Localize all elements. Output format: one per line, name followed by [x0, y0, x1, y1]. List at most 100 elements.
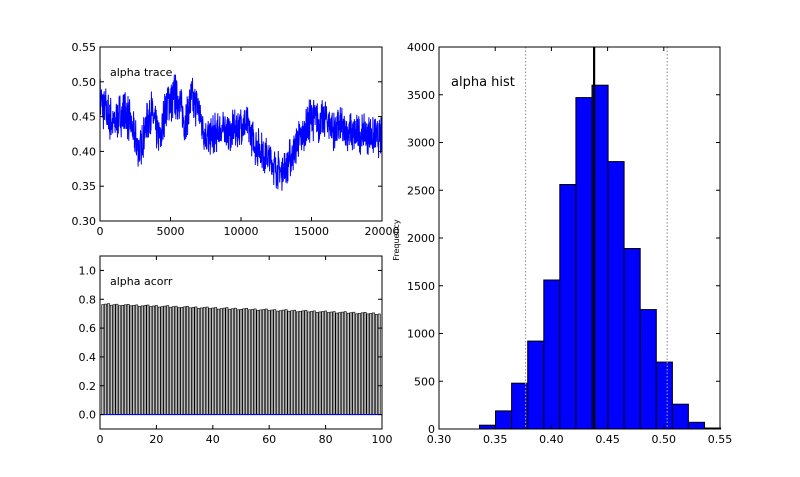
acorr-bar: [194, 306, 198, 415]
acorr-bar: [270, 309, 274, 415]
acorr-bar: [349, 312, 353, 415]
acorr-bar: [228, 308, 232, 415]
acorr-bar: [149, 306, 153, 415]
acorr-bar: [259, 309, 263, 415]
acorr-bar: [301, 310, 305, 415]
acorr-bar: [217, 308, 220, 415]
acorr-bar: [121, 304, 125, 415]
acorr-bar: [284, 309, 288, 415]
hist-bar: [655, 361, 673, 430]
x-tick-label: 60: [262, 433, 276, 446]
y-tick-label: 4000: [407, 41, 435, 54]
acorr-bar: [104, 303, 108, 415]
acorr-bar: [352, 311, 356, 415]
y-tick-label: 0.0: [79, 409, 97, 422]
y-tick-label: 2500: [407, 184, 435, 197]
acorr-bar: [374, 314, 378, 415]
acorr-bar: [146, 304, 150, 415]
x-tick-label: 0.55: [708, 433, 733, 446]
acorr-bar: [197, 308, 201, 415]
y-tick-label: 1500: [407, 280, 435, 293]
hist-bar: [639, 309, 657, 430]
x-tick-label: 15000: [294, 225, 329, 238]
acorr-bar: [169, 306, 172, 415]
y-tick-label: 0.45: [72, 111, 97, 124]
acorr-bar: [143, 305, 147, 415]
acorr-bar: [262, 309, 266, 415]
acorr-bar: [239, 308, 243, 415]
acorr-bar: [129, 305, 133, 415]
y-tick-label: 1000: [407, 328, 435, 341]
y-tick-label: 500: [414, 375, 435, 388]
acorr-bar: [222, 307, 226, 415]
acorr-bar: [324, 310, 328, 415]
acorr-bar: [273, 309, 277, 415]
acorr-bar: [290, 310, 294, 415]
acorr-bar: [253, 308, 257, 415]
x-tick-label: 20: [149, 433, 163, 446]
acorr-bar: [315, 312, 319, 415]
y-tick-label: 0.55: [72, 41, 97, 54]
acorr-bar: [225, 307, 229, 415]
acorr-bar: [174, 305, 178, 415]
x-tick-label: 10000: [224, 225, 259, 238]
x-tick-label: 0.50: [652, 433, 677, 446]
y-tick-label: 0.35: [72, 180, 97, 193]
hist-bar: [607, 161, 625, 430]
acorr-title: alpha acorr: [110, 275, 173, 288]
acorr-bar: [264, 308, 268, 415]
acorr-bar: [205, 306, 209, 415]
acorr-bar: [281, 309, 285, 415]
acorr-bar: [132, 304, 136, 415]
acorr-bar: [363, 311, 367, 415]
acorr-bar: [135, 304, 139, 415]
hist-bar: [559, 184, 577, 430]
acorr-bar: [329, 311, 333, 415]
acorr-bar: [338, 312, 342, 415]
acorr-bar: [202, 307, 206, 415]
acorr-bar: [236, 309, 240, 415]
x-tick-label: 20000: [365, 225, 400, 238]
acorr-bar: [250, 309, 254, 415]
acorr-bar: [242, 308, 246, 415]
acorr-bar: [107, 303, 110, 415]
acorr-bar: [166, 305, 170, 415]
trace-line: [100, 74, 382, 191]
acorr-bar: [248, 309, 251, 415]
acorr-bar: [109, 304, 113, 415]
hist-bar: [543, 279, 561, 430]
hist-plot: 0.30 0.35 0.40 0.45 0.50 0.55 0 500 1000 1500 2000…: [392, 41, 732, 446]
hist-title: alpha hist: [451, 75, 515, 90]
acorr-bar: [126, 303, 130, 415]
y-tick-label: 3000: [407, 137, 435, 150]
y-tick-label: 0.2: [79, 380, 97, 393]
acorr-bar: [211, 307, 215, 415]
hist-bar: [687, 421, 706, 430]
acorr-bar: [372, 312, 375, 415]
acorr-bar: [279, 310, 282, 415]
x-tick-label: 0.40: [539, 433, 564, 446]
acorr-bar: [183, 306, 187, 415]
acorr-bar: [138, 306, 141, 415]
acorr-bar: [214, 307, 218, 415]
acorr-bar: [155, 305, 158, 415]
acorr-bar: [267, 310, 271, 415]
trace-title: alpha trace: [110, 66, 173, 79]
acorr-bar: [157, 306, 161, 415]
y-tick-label: 0.4: [79, 351, 97, 364]
hist-bar: [671, 403, 689, 430]
x-tick-label: 0.45: [595, 433, 620, 446]
x-tick-label: 0: [97, 225, 104, 238]
acorr-bar: [256, 310, 260, 415]
y-tick-label: 0.30: [72, 215, 97, 228]
y-tick-label: 1.0: [79, 264, 97, 277]
y-axis-label: Frequency: [392, 219, 401, 261]
acorr-bar: [231, 308, 234, 415]
acorr-bar: [357, 312, 361, 415]
acorr-bar: [124, 304, 127, 415]
trace-plot: 0 5000 10000 15000 20000 0.30 0.35 0.40 0.45 0.50…: [72, 41, 400, 238]
acorr-bar: [118, 305, 122, 415]
acorr-bar: [208, 308, 212, 415]
y-tick-label: 0.50: [72, 76, 97, 89]
